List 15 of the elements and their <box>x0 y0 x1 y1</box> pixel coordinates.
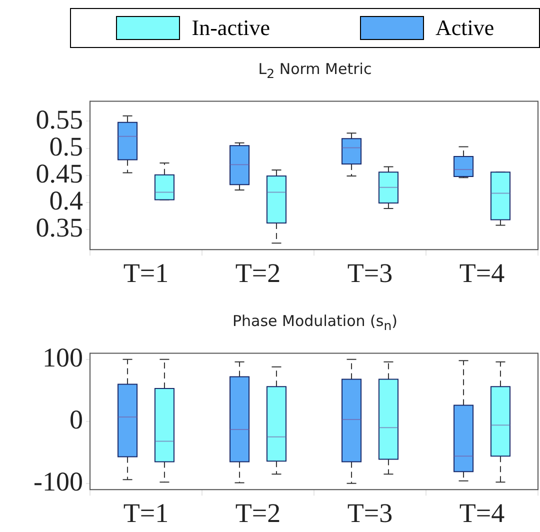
x-tick-label: T=1 <box>123 258 169 288</box>
legend-label: Active <box>436 15 494 41</box>
chart-title: Phase Modulation (s$_{n}$) <box>231 312 399 334</box>
x-tick-label: T=4 <box>459 498 506 528</box>
legend-label: In-active <box>192 15 270 41</box>
x-tick-label: T=3 <box>347 498 393 528</box>
x-tick-label: T=3 <box>347 258 393 288</box>
x-tick-label: T=4 <box>459 258 506 288</box>
y-tick-label: -100 <box>34 466 83 496</box>
x-tick-label: T=2 <box>235 498 281 528</box>
y-tick-label: 0 <box>70 404 83 434</box>
x-tick-label: T=1 <box>123 498 169 528</box>
x-tick-label: T=2 <box>235 258 281 288</box>
y-tick-label: 100 <box>42 342 83 372</box>
chart-title: L$_{2}$ Norm Metric <box>257 60 373 82</box>
